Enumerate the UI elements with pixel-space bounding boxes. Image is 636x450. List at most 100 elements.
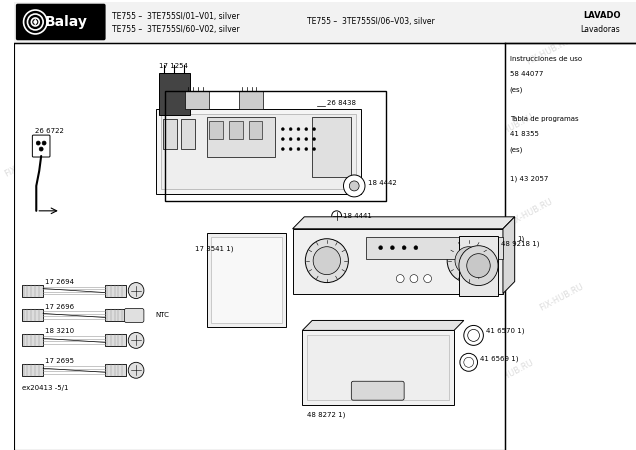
Circle shape bbox=[297, 138, 300, 140]
Text: (es): (es) bbox=[510, 146, 523, 153]
Bar bbox=[105, 310, 127, 321]
Text: FIX-HUB.RU: FIX-HUB.RU bbox=[34, 376, 81, 407]
Text: 41 8355: 41 8355 bbox=[510, 131, 539, 137]
FancyBboxPatch shape bbox=[17, 4, 105, 40]
Bar bbox=[459, 236, 498, 296]
Bar bbox=[22, 334, 43, 347]
Circle shape bbox=[305, 148, 308, 151]
Bar bbox=[211, 237, 282, 324]
Bar bbox=[160, 114, 356, 189]
Circle shape bbox=[313, 148, 315, 151]
Text: FIX-HUB.RU: FIX-HUB.RU bbox=[183, 193, 230, 223]
Bar bbox=[207, 233, 286, 328]
Text: FIX-HUB.RU: FIX-HUB.RU bbox=[121, 134, 168, 165]
Text: FIX-HUB.RU: FIX-HUB.RU bbox=[245, 125, 293, 156]
Circle shape bbox=[289, 148, 292, 151]
Text: FIX-HUB.RU: FIX-HUB.RU bbox=[202, 327, 249, 358]
Circle shape bbox=[281, 128, 284, 130]
Text: 1) 43 2057: 1) 43 2057 bbox=[510, 176, 548, 182]
Text: FIX-HUB.RU: FIX-HUB.RU bbox=[401, 45, 448, 75]
Circle shape bbox=[343, 175, 365, 197]
Text: 41 6569 1): 41 6569 1) bbox=[480, 355, 519, 361]
Text: 58 44077: 58 44077 bbox=[510, 71, 543, 77]
Text: 17 3541 1): 17 3541 1) bbox=[195, 245, 233, 252]
Text: ): ) bbox=[34, 19, 37, 25]
Text: FIX-HUB.RU: FIX-HUB.RU bbox=[307, 184, 355, 214]
Text: 17 2696: 17 2696 bbox=[45, 303, 74, 310]
Circle shape bbox=[281, 148, 284, 151]
Bar bbox=[307, 335, 449, 400]
Text: 18 3210: 18 3210 bbox=[45, 328, 74, 334]
Bar bbox=[185, 91, 209, 109]
Bar bbox=[105, 284, 127, 297]
Bar bbox=[207, 117, 275, 157]
Text: FIX-HUB.RU: FIX-HUB.RU bbox=[488, 112, 535, 143]
Text: 26 8438: 26 8438 bbox=[327, 100, 356, 106]
Text: 17 2694: 17 2694 bbox=[45, 279, 74, 284]
Bar bbox=[156, 109, 361, 194]
Text: TE755 –  3TE755SI/60–V02, silver: TE755 – 3TE755SI/60–V02, silver bbox=[111, 25, 239, 34]
Text: FIX-HUB.RU: FIX-HUB.RU bbox=[139, 260, 187, 291]
Bar bbox=[105, 364, 127, 376]
Text: FIX-HUB.RU: FIX-HUB.RU bbox=[488, 358, 535, 389]
Text: FIX-HUB.RU: FIX-HUB.RU bbox=[170, 72, 218, 102]
Text: FIX-HUB.RU: FIX-HUB.RU bbox=[537, 282, 585, 313]
Text: FIX-HUB.RU: FIX-HUB.RU bbox=[46, 80, 93, 111]
Text: 18 4442: 18 4442 bbox=[368, 180, 397, 186]
Bar bbox=[209, 121, 223, 139]
Circle shape bbox=[128, 283, 144, 298]
Polygon shape bbox=[503, 217, 515, 293]
Bar bbox=[249, 121, 262, 139]
Bar bbox=[181, 119, 195, 149]
Circle shape bbox=[467, 254, 490, 278]
Bar bbox=[165, 91, 385, 201]
Text: 48 9218 1): 48 9218 1) bbox=[501, 240, 539, 247]
Text: FIX-HUB.RU: FIX-HUB.RU bbox=[389, 237, 436, 268]
Circle shape bbox=[42, 141, 46, 145]
Circle shape bbox=[402, 246, 406, 250]
Text: FIX-HUB.RU: FIX-HUB.RU bbox=[376, 376, 423, 407]
Text: 48 8272 1): 48 8272 1) bbox=[307, 412, 345, 418]
Text: FIX-HUB.RU: FIX-HUB.RU bbox=[413, 166, 460, 196]
Circle shape bbox=[410, 274, 418, 283]
Bar bbox=[22, 310, 43, 321]
Circle shape bbox=[332, 211, 342, 221]
Text: Tabla de programas: Tabla de programas bbox=[510, 116, 578, 122]
Circle shape bbox=[378, 246, 383, 250]
Text: NTC: NTC bbox=[156, 312, 170, 319]
Circle shape bbox=[305, 239, 349, 283]
Text: FIX-HUB.RU: FIX-HUB.RU bbox=[59, 206, 106, 237]
Text: LAVADO: LAVADO bbox=[583, 11, 620, 20]
Text: FIX-HUB.RU: FIX-HUB.RU bbox=[507, 197, 554, 228]
Circle shape bbox=[313, 247, 340, 274]
Text: 41 6570 1): 41 6570 1) bbox=[487, 327, 525, 333]
Text: 1): 1) bbox=[518, 235, 525, 242]
Bar bbox=[163, 119, 177, 149]
Circle shape bbox=[396, 274, 404, 283]
Circle shape bbox=[297, 148, 300, 151]
Circle shape bbox=[289, 128, 292, 130]
Text: FIX-HUB.RU: FIX-HUB.RU bbox=[77, 327, 125, 358]
Bar bbox=[229, 121, 243, 139]
Text: TE755 –  3TE755SI/01–V01, silver: TE755 – 3TE755SI/01–V01, silver bbox=[111, 12, 239, 21]
Text: Balay: Balay bbox=[45, 15, 88, 29]
Circle shape bbox=[128, 362, 144, 378]
FancyBboxPatch shape bbox=[351, 381, 404, 400]
Text: FIX-HUB.RU: FIX-HUB.RU bbox=[282, 376, 330, 407]
Text: FIX-HUB.RU: FIX-HUB.RU bbox=[370, 112, 417, 143]
Text: FIX-HUB.RU: FIX-HUB.RU bbox=[158, 376, 205, 407]
Text: FIX-HUB.RU: FIX-HUB.RU bbox=[15, 269, 62, 300]
Bar bbox=[14, 1, 636, 43]
Circle shape bbox=[33, 20, 38, 24]
Bar bbox=[302, 330, 454, 405]
Circle shape bbox=[297, 128, 300, 130]
Text: FIX-HUB.RU: FIX-HUB.RU bbox=[525, 36, 572, 66]
FancyBboxPatch shape bbox=[32, 135, 50, 157]
Polygon shape bbox=[302, 320, 464, 330]
Bar bbox=[22, 364, 43, 376]
Circle shape bbox=[313, 128, 315, 130]
Bar bbox=[105, 334, 127, 347]
Text: FIX-HUB.RU: FIX-HUB.RU bbox=[425, 305, 473, 335]
Text: 17 2695: 17 2695 bbox=[45, 358, 74, 365]
Circle shape bbox=[391, 246, 394, 250]
